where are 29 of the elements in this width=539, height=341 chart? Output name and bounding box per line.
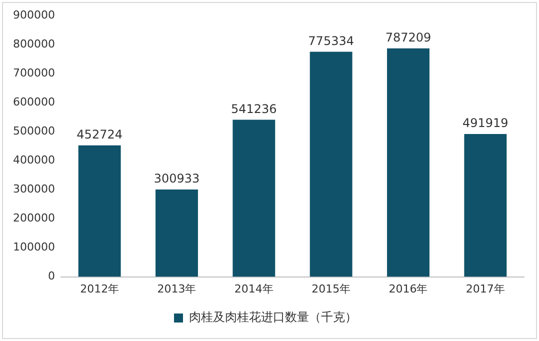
data-label: 787209: [385, 30, 432, 44]
bar: [387, 48, 430, 277]
y-tick-label: 0: [48, 270, 55, 283]
bar: [232, 120, 276, 277]
x-tick-label: 2012年: [80, 282, 120, 296]
x-tick-label: 2016年: [388, 282, 428, 296]
y-tick-label: 300000: [12, 182, 55, 196]
x-tick-label: 2017年: [466, 282, 505, 296]
x-tick-label: 2015年: [312, 282, 351, 296]
bar: [464, 134, 507, 277]
bar: [156, 189, 198, 277]
y-tick-label: 600000: [12, 96, 55, 109]
data-label: 452724: [76, 128, 122, 142]
x-tick-label: 2013年: [157, 282, 196, 296]
legend-label: 肉桂及肉桂花进口数量（千克）: [189, 310, 357, 324]
y-tick-label: 500000: [12, 124, 55, 138]
y-tick-label: 100000: [12, 240, 55, 254]
data-label: 300933: [154, 172, 200, 186]
y-tick-label: 700000: [12, 66, 55, 80]
x-tick-label: 2014年: [234, 282, 274, 296]
y-tick-label: 200000: [12, 212, 55, 225]
data-label: 541236: [231, 102, 277, 116]
bar: [78, 145, 121, 277]
data-label: 775334: [308, 34, 354, 48]
y-tick-label: 800000: [12, 37, 55, 50]
bar: [310, 52, 352, 277]
y-tick-label: 400000: [12, 154, 55, 167]
y-tick-label: 900000: [12, 8, 55, 22]
data-label: 491919: [462, 116, 508, 130]
